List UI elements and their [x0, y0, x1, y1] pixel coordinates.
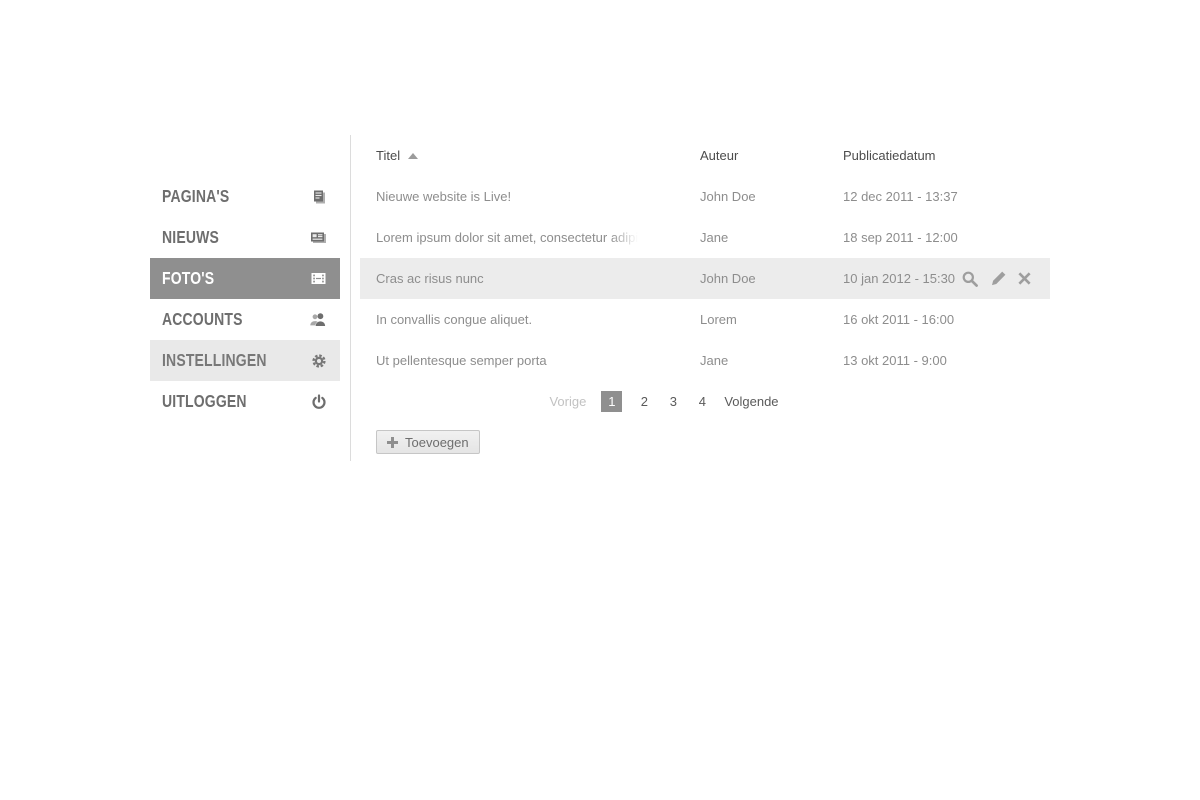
sort-ascending-icon: [408, 153, 419, 159]
row-title: Ut pellentesque semper porta: [376, 353, 547, 368]
pagination-previous[interactable]: Vorige: [549, 393, 587, 409]
pagination: Vorige 1 2 3 4 Volgende: [319, 381, 1009, 421]
add-button[interactable]: Toevoegen: [376, 430, 480, 454]
search-icon[interactable]: [961, 270, 979, 288]
plus-icon: [387, 436, 398, 448]
sidebar-item-paginas[interactable]: PAGINA'S: [150, 176, 340, 217]
row-publish-date: 12 dec 2011 - 13:37: [843, 189, 958, 204]
x-icon[interactable]: [1018, 272, 1031, 285]
power-icon: [311, 393, 327, 410]
table-header-row: Titel Auteur Publicatiedatum: [360, 135, 1050, 176]
row-publish-date: 18 sep 2011 - 12:00: [843, 230, 958, 245]
sidebar-item-label: PAGINA'S: [162, 186, 230, 206]
row-title: Lorem ipsum dolor sit amet, consectetur …: [376, 230, 639, 245]
column-label-publicatiedatum: Publicatiedatum: [843, 148, 936, 163]
table-row[interactable]: In convallis congue aliquet. Lorem 16 ok…: [360, 299, 1050, 340]
table-row[interactable]: Ut pellentesque semper porta Jane 13 okt…: [360, 340, 1050, 381]
sidebar-item-label: UITLOGGEN: [162, 391, 247, 411]
row-author: Jane: [700, 353, 729, 368]
row-title: Nieuwe website is Live!: [376, 189, 512, 204]
content-area: Titel Auteur Publicatiedatum Nieuwe webs…: [360, 135, 1050, 454]
sidebar-item-instellingen[interactable]: INSTELLINGEN: [150, 340, 340, 381]
add-button-label: Toevoegen: [405, 434, 469, 450]
row-author: John Doe: [700, 189, 756, 204]
pagination-pages: 1 2 3 4: [601, 390, 709, 412]
sidebar-item-uitloggen[interactable]: UITLOGGEN: [150, 381, 340, 422]
sidebar-divider: [350, 135, 351, 461]
row-author: Jane: [700, 230, 729, 245]
sidebar-item-label: ACCOUNTS: [162, 309, 243, 329]
row-title: In convallis congue aliquet.: [376, 312, 533, 327]
pagination-page-1[interactable]: 1: [601, 390, 623, 412]
sidebar-item-label: INSTELLINGEN: [162, 350, 267, 370]
sidebar-item-accounts[interactable]: ACCOUNTS: [150, 299, 340, 340]
sidebar-item-label: FOTO'S: [162, 268, 215, 288]
pagination-page-3[interactable]: 3: [669, 393, 677, 409]
row-actions: [961, 270, 1050, 288]
row-publish-date: 10 jan 2012 - 15:30: [843, 271, 956, 286]
news-icon: [309, 230, 327, 245]
pagination-page-4[interactable]: 4: [698, 393, 706, 409]
gear-icon: [311, 353, 327, 369]
row-publish-date: 16 okt 2011 - 16:00: [843, 312, 955, 327]
table-body: Nieuwe website is Live! John Doe 12 dec …: [360, 176, 1050, 381]
row-publish-date: 13 okt 2011 - 9:00: [843, 353, 947, 368]
sidebar-item-fotos[interactable]: FOTO'S: [150, 258, 340, 299]
sidebar: PAGINA'S NIEUWS FOTO'S ACCOUNTS INSTELLI…: [150, 176, 340, 422]
column-header-titel[interactable]: Titel: [360, 148, 700, 163]
table-row[interactable]: Lorem ipsum dolor sit amet, consectetur …: [360, 217, 1050, 258]
pagination-page-2[interactable]: 2: [640, 393, 648, 409]
row-title: Cras ac risus nunc: [376, 271, 484, 286]
table-row[interactable]: Cras ac risus nunc John Doe 10 jan 2012 …: [360, 258, 1050, 299]
sidebar-item-nieuws[interactable]: NIEUWS: [150, 217, 340, 258]
table-row[interactable]: Nieuwe website is Live! John Doe 12 dec …: [360, 176, 1050, 217]
sidebar-item-label: NIEUWS: [162, 227, 219, 247]
column-header-publicatiedatum[interactable]: Publicatiedatum: [843, 148, 961, 163]
column-label-titel: Titel: [376, 148, 401, 163]
pagination-next[interactable]: Volgende: [724, 393, 779, 409]
row-author: Lorem: [700, 312, 737, 327]
pencil-icon[interactable]: [990, 270, 1007, 287]
pages-icon: [310, 188, 327, 205]
accounts-icon: [309, 312, 327, 328]
column-label-auteur: Auteur: [700, 148, 739, 163]
column-header-auteur[interactable]: Auteur: [700, 148, 843, 163]
film-icon: [310, 270, 327, 287]
row-author: John Doe: [700, 271, 756, 286]
